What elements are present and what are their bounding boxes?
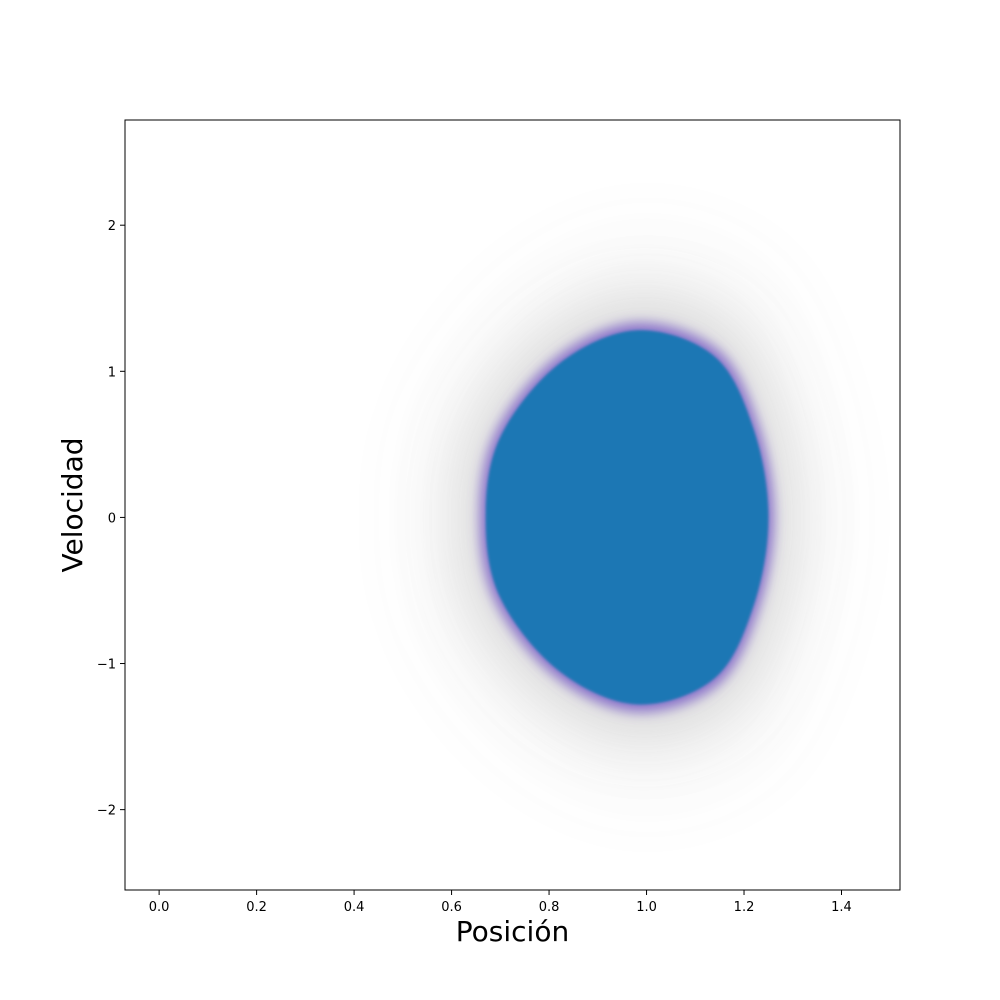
x-tick-label: 0.0 — [149, 900, 170, 915]
x-tick-label: 1.2 — [734, 900, 755, 915]
y-axis: 2 1 0 −1 −2 — [97, 219, 125, 819]
x-tick-label: 1.4 — [831, 900, 852, 915]
x-axis-label: Posición — [456, 915, 569, 948]
scatter-points — [405, 227, 844, 808]
x-tick-label: 1.0 — [636, 900, 657, 915]
y-tick-label: 2 — [108, 219, 116, 234]
y-tick-label: −2 — [97, 804, 116, 819]
x-tick-label: 0.4 — [344, 900, 365, 915]
y-tick-label: 0 — [108, 511, 116, 526]
plot-frame — [124, 119, 901, 891]
scatter-core — [485, 330, 769, 705]
x-tick-label: 0.8 — [539, 900, 560, 915]
x-tick-label: 0.2 — [246, 900, 267, 915]
x-tick-label: 0.6 — [441, 900, 462, 915]
x-axis: 0.0 0.2 0.4 0.6 0.8 1.0 1.2 1.4 — [149, 890, 852, 915]
y-tick-label: −1 — [97, 658, 116, 673]
y-tick-label: 1 — [108, 365, 116, 380]
y-axis-label: Velocidad — [56, 438, 89, 573]
